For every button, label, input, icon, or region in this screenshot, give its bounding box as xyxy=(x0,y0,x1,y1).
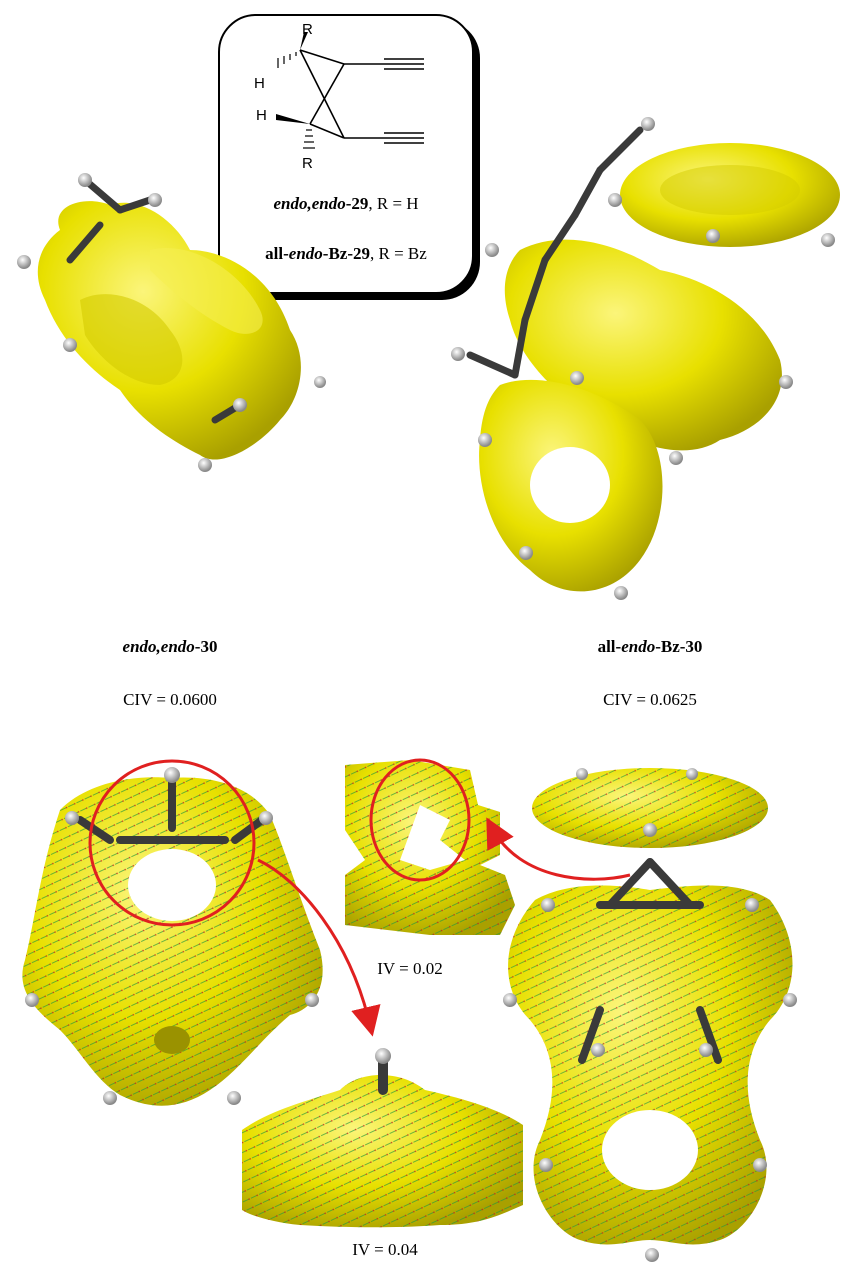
structure-box: R H H R endo,endo-29, R = H all-endo-Bz-… xyxy=(218,14,474,294)
molecule-endo-endo-30-isosurface xyxy=(17,173,326,472)
label-endo-endo-30: endo,endo-30 xyxy=(122,637,218,656)
caption-all-endo-bz-29: all-endo-Bz-29, R = Bz xyxy=(265,244,427,263)
molecule-all-endo-bz-30-isosurface xyxy=(451,117,840,600)
caption-endo-29: endo,endo-29, R = H xyxy=(273,194,419,213)
highlight-circle-inset xyxy=(369,758,471,882)
molecule-all-endo-bz-30-vector-field xyxy=(503,768,797,1262)
label-civ-right: CIV = 0.0625 xyxy=(603,690,697,709)
atom-label-r-bottom: R xyxy=(302,155,313,172)
cyclopropane-structure: R H H R xyxy=(254,21,424,172)
atom-label-h-mid: H xyxy=(256,107,267,124)
molecule-endo-endo-30-vector-field xyxy=(22,767,323,1106)
atom-label-h-top: H xyxy=(254,75,265,92)
label-iv-upper: IV = 0.02 xyxy=(377,959,443,978)
label-iv-lower: IV = 0.04 xyxy=(352,1240,418,1259)
label-civ-left: CIV = 0.0600 xyxy=(123,690,217,709)
inset-iv-0-04 xyxy=(242,1048,523,1228)
arrow-to-lower-inset xyxy=(257,858,381,1037)
atom-label-r-top: R xyxy=(302,21,313,38)
arrow-to-upper-inset xyxy=(486,817,631,881)
highlight-circle-left xyxy=(88,759,256,927)
inset-iv-0-02 xyxy=(345,760,515,935)
label-all-endo-bz-30: all-endo-Bz-30 xyxy=(597,637,703,656)
